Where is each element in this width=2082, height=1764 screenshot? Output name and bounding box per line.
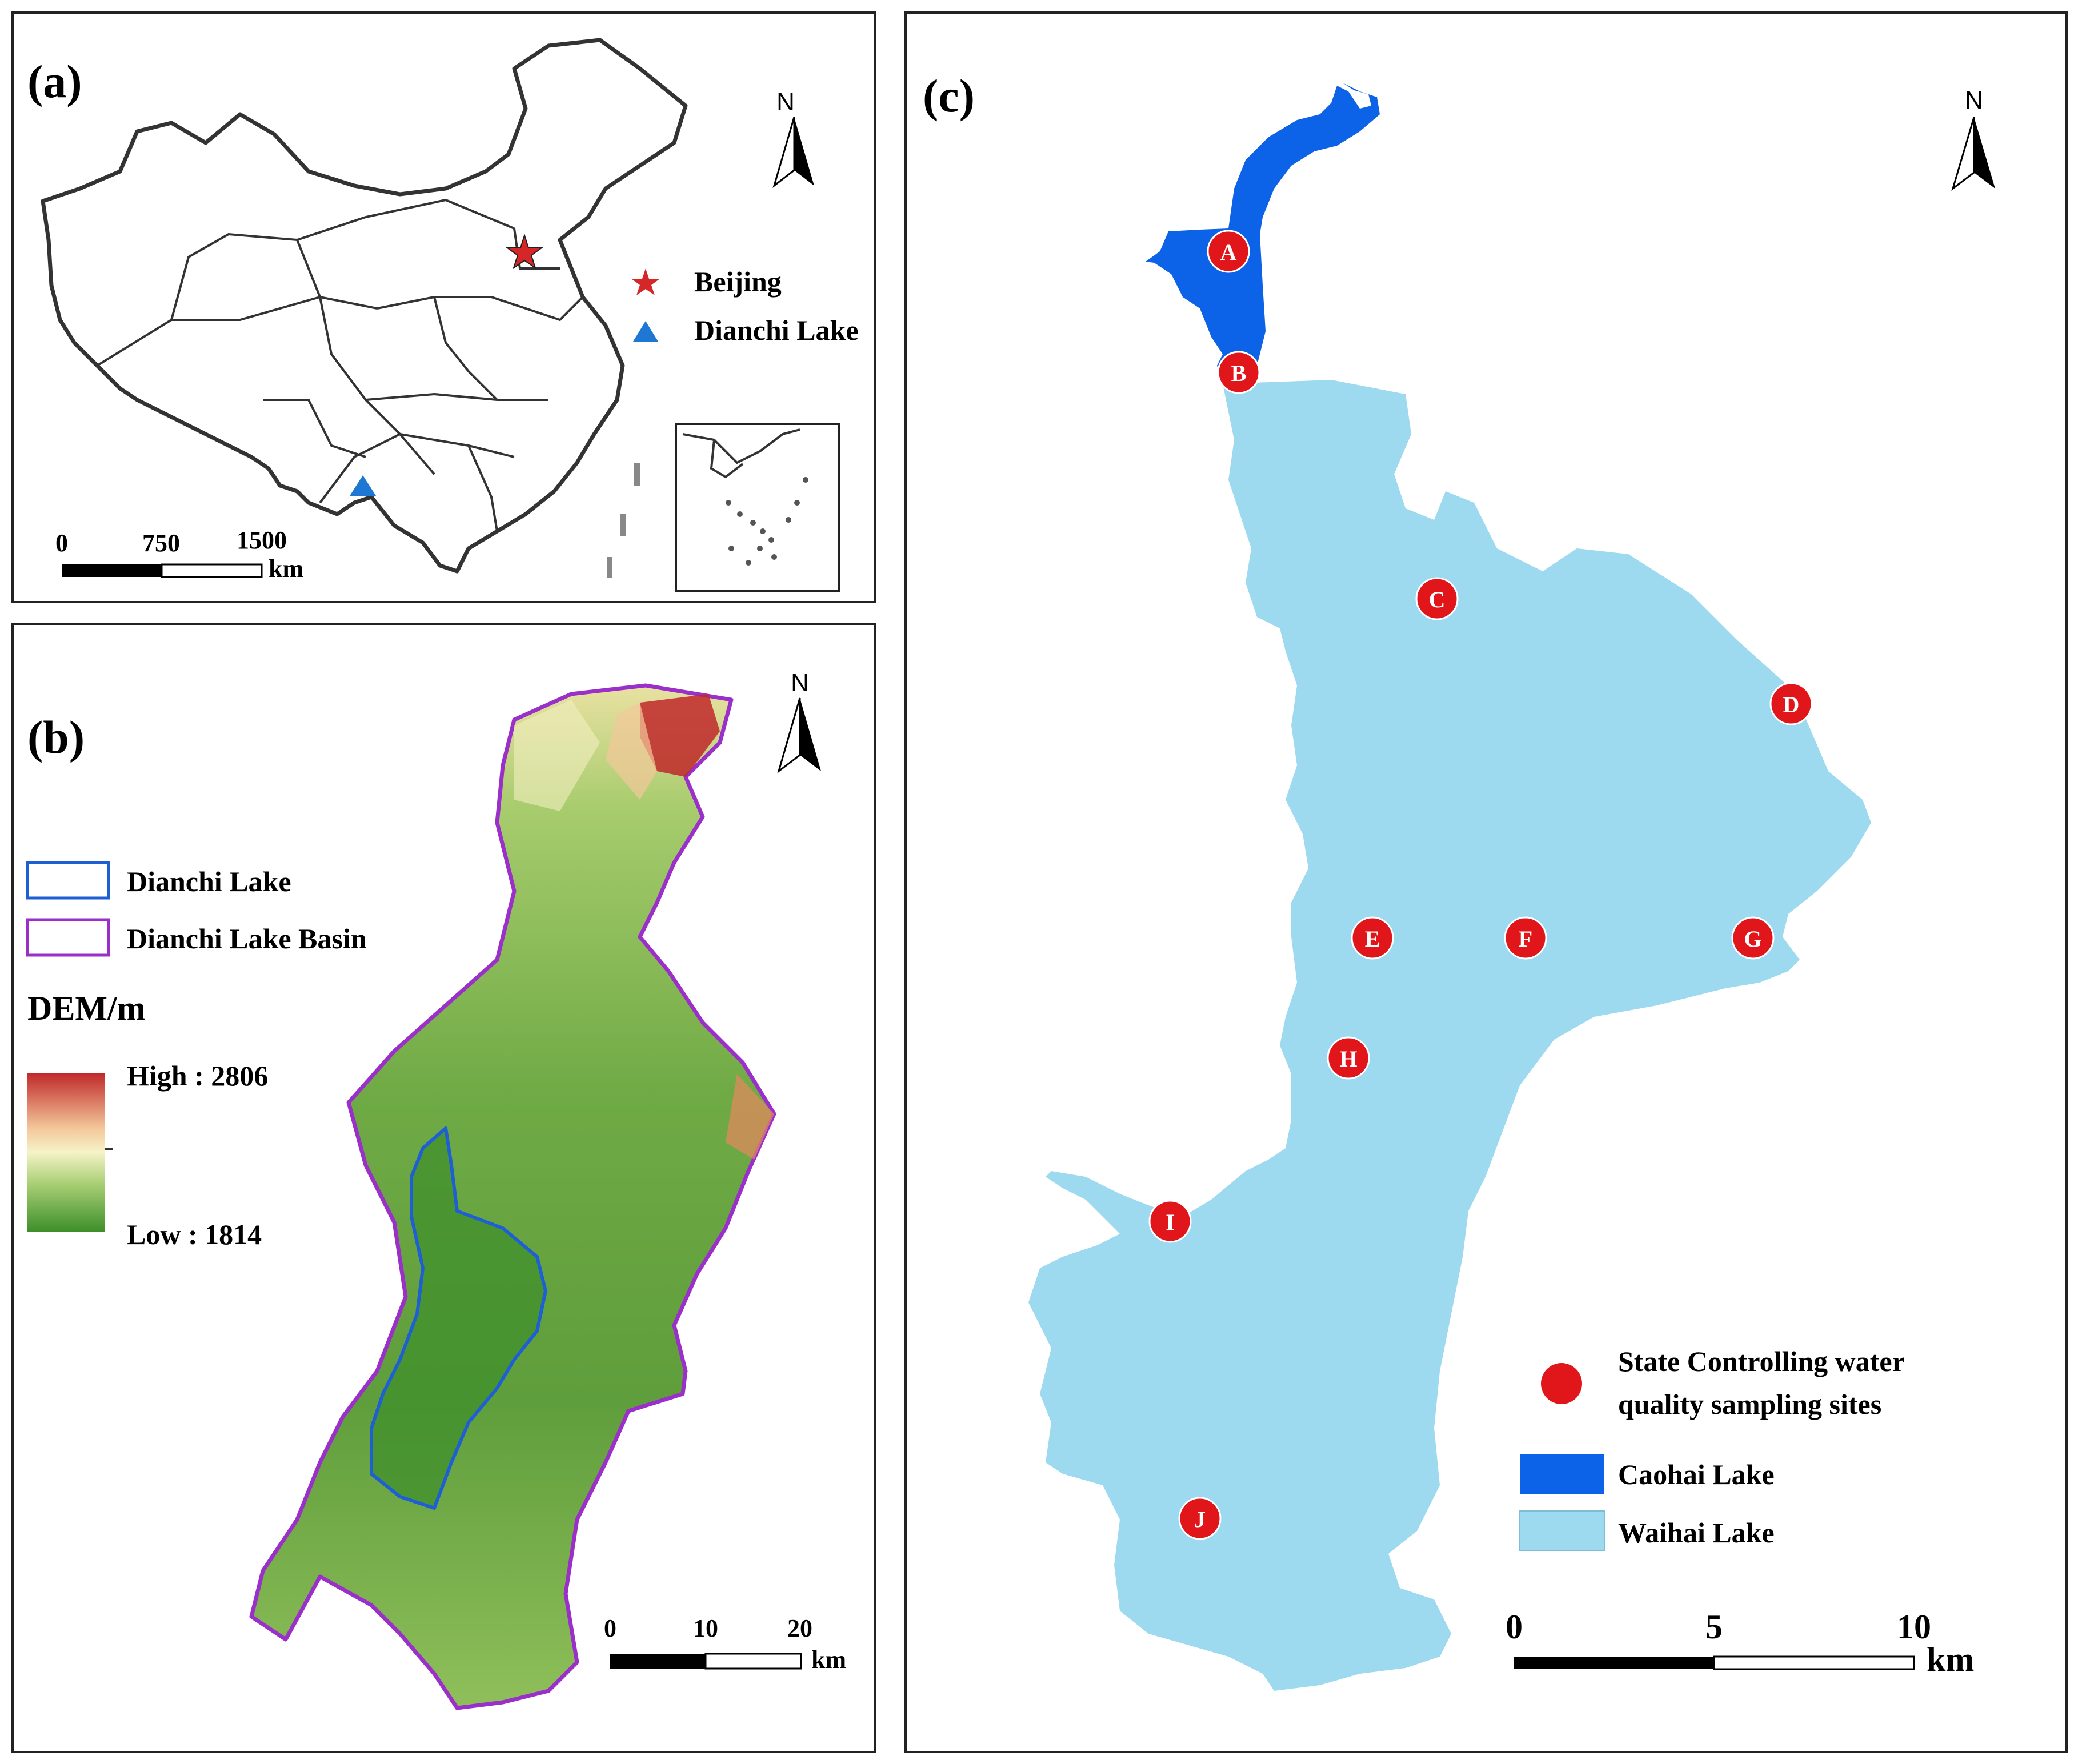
legend-basin-label: Dianchi Lake Basin xyxy=(127,923,367,955)
svg-text:A: A xyxy=(1220,239,1237,265)
caohai-lake xyxy=(1146,83,1380,384)
legend-basin-swatch xyxy=(26,918,110,957)
legend-sites-line1: State Controlling water xyxy=(1618,1345,1905,1377)
site-marker-i: I xyxy=(1148,1200,1192,1243)
site-marker-d: D xyxy=(1769,682,1813,725)
legend-beijing-label: Beijing xyxy=(694,266,782,298)
dem-high-label: High : 2806 xyxy=(127,1060,268,1092)
svg-text:F: F xyxy=(1519,926,1532,952)
site-marker-j: J xyxy=(1178,1497,1222,1540)
legend-dianchi-label: Dianchi Lake xyxy=(694,314,859,346)
site-marker-c: C xyxy=(1415,577,1459,620)
legend-site-icon xyxy=(1541,1363,1582,1404)
legend-lake-swatch xyxy=(26,861,110,900)
svg-text:E: E xyxy=(1365,926,1380,952)
legend-lake-label: Dianchi Lake xyxy=(127,865,291,897)
north-arrow-b: N xyxy=(777,669,821,773)
beijing-star-marker xyxy=(505,233,544,270)
legend-caohai-swatch xyxy=(1520,1454,1604,1494)
scale-bar-c: 0 5 10 km xyxy=(1506,1608,1974,1678)
province-boundaries xyxy=(96,198,584,532)
svg-text:10: 10 xyxy=(693,1614,718,1642)
north-arrow-a: N xyxy=(772,88,814,188)
svg-text:N: N xyxy=(791,669,809,697)
svg-text:H: H xyxy=(1339,1046,1357,1072)
svg-text:I: I xyxy=(1166,1209,1175,1235)
panel-b-tag: (b) xyxy=(27,711,85,763)
site-marker-a: A xyxy=(1207,230,1250,273)
svg-text:B: B xyxy=(1231,360,1247,386)
scale-bar-b: 0 10 20 km xyxy=(604,1614,846,1674)
svg-text:km: km xyxy=(269,555,303,583)
legend-caohai-label: Caohai Lake xyxy=(1618,1458,1775,1490)
dem-high-e xyxy=(726,1074,774,1160)
north-arrow-c: N xyxy=(1951,86,1995,191)
dianchi-lake-outline xyxy=(370,1126,547,1510)
boundary-dashes xyxy=(607,463,640,578)
scale-bar-a: 0 750 1500 km xyxy=(55,526,303,583)
svg-text:G: G xyxy=(1744,926,1761,952)
svg-text:N: N xyxy=(776,88,795,116)
waihai-lake xyxy=(1028,380,1871,1691)
site-marker-e: E xyxy=(1351,916,1394,960)
panel-c-tag: (c) xyxy=(923,70,975,122)
china-outline xyxy=(41,38,688,574)
svg-text:5: 5 xyxy=(1705,1608,1723,1646)
svg-text:0: 0 xyxy=(1506,1608,1523,1646)
svg-text:1500: 1500 xyxy=(237,526,287,554)
svg-text:10: 10 xyxy=(1897,1608,1931,1646)
inset-islands xyxy=(726,477,808,566)
dem-color-ramp xyxy=(27,1073,105,1232)
svg-text:0: 0 xyxy=(55,529,68,557)
site-marker-b: B xyxy=(1217,351,1260,394)
south-china-sea-inset xyxy=(675,423,840,592)
panel-a: (a) Beijing Dianchi Lake N xyxy=(11,11,876,603)
panel-a-tag: (a) xyxy=(27,55,82,107)
inset-coastline xyxy=(682,428,800,479)
site-marker-g: G xyxy=(1731,916,1775,960)
svg-text:0: 0 xyxy=(604,1614,616,1642)
svg-text:J: J xyxy=(1194,1506,1206,1532)
dem-light-n xyxy=(514,700,600,811)
dem-title: DEM/m xyxy=(27,989,146,1027)
svg-text:20: 20 xyxy=(787,1614,812,1642)
legend-waihai-label: Waihai Lake xyxy=(1618,1517,1775,1549)
dianchi-triangle-marker xyxy=(350,475,376,496)
dem-high-ne xyxy=(640,694,720,777)
svg-text:km: km xyxy=(1927,1641,1974,1678)
svg-text:N: N xyxy=(1965,86,1983,114)
site-marker-f: F xyxy=(1504,916,1547,960)
svg-text:750: 750 xyxy=(142,529,180,557)
svg-text:D: D xyxy=(1783,692,1800,717)
legend-waihai-swatch xyxy=(1519,1510,1605,1551)
dem-low-label: Low : 1814 xyxy=(127,1218,262,1250)
panel-c: (c) A B C D E F xyxy=(904,11,2068,1753)
panel-b: (b) Dianchi Lake Dianchi Lake Basin DEM/… xyxy=(11,623,876,1753)
site-marker-h: H xyxy=(1327,1036,1370,1080)
dem-mid-ne xyxy=(606,703,657,800)
legend-star-icon xyxy=(631,268,660,295)
svg-text:C: C xyxy=(1429,587,1446,612)
legend-sites-line2: quality sampling sites xyxy=(1618,1388,1881,1420)
panel-c-legend: State Controlling water quality sampling… xyxy=(1519,1345,1905,1551)
legend-triangle-icon xyxy=(633,321,658,342)
svg-text:km: km xyxy=(811,1646,846,1674)
